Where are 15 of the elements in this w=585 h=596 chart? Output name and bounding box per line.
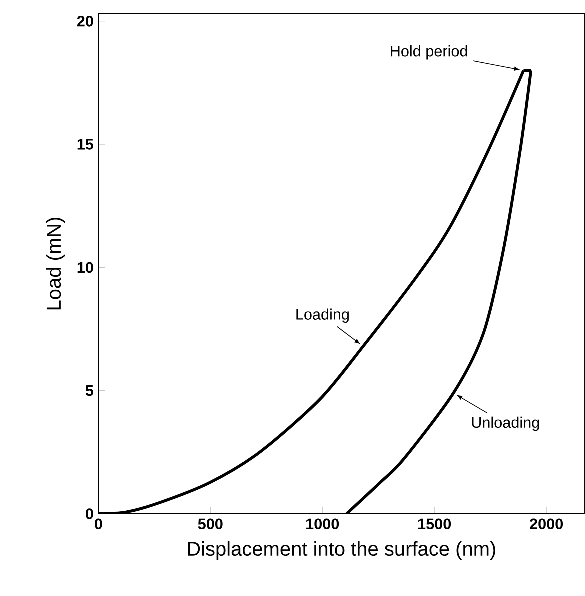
x-tick-label: 1000 bbox=[306, 518, 340, 530]
y-tick-label: 20 bbox=[77, 16, 94, 27]
x-tick-label: 0 bbox=[95, 518, 102, 530]
y-tick-label: 0 bbox=[86, 508, 94, 520]
x-tick-label: 2000 bbox=[530, 518, 564, 530]
x-tick-label: 500 bbox=[198, 518, 223, 530]
annotation: Unloading bbox=[472, 416, 540, 432]
y-tick-label: 10 bbox=[78, 262, 94, 274]
y-tick-label: 5 bbox=[86, 386, 94, 396]
x-tick-label: 1500 bbox=[418, 518, 452, 530]
x-axis-title: Displacement into the surface (nm) bbox=[188, 541, 496, 560]
annotation: Hold period bbox=[391, 46, 468, 60]
y-tick-label: 15 bbox=[78, 139, 94, 150]
y-axis-title: Load (mN) bbox=[46, 218, 66, 310]
annotation: Loading bbox=[296, 308, 349, 323]
